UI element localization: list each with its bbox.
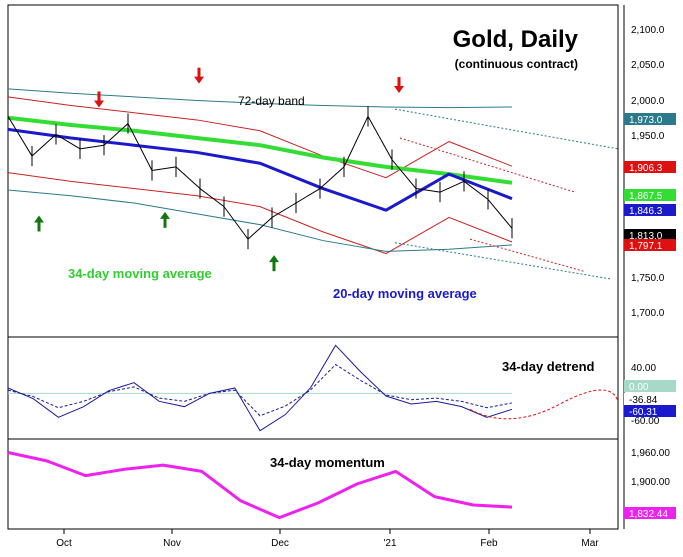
arrow-up-head <box>34 215 44 223</box>
detrend-line <box>7 344 513 432</box>
price-last-value-1-bg <box>624 161 676 173</box>
detrend-projection <box>469 389 619 420</box>
price-last-value-2-text: 1,867.5 <box>629 191 663 202</box>
x-tick-label: Nov <box>163 538 181 549</box>
series-line-0 <box>7 88 513 109</box>
momentum-last-value-bg <box>624 507 676 519</box>
projected-lower-band <box>394 242 611 280</box>
y-tick-price-1: 2,100.0 <box>631 25 665 36</box>
y-tick-price-5: 1,750.0 <box>631 273 665 284</box>
detrend-panel <box>7 344 619 432</box>
band-label: 72-day band <box>238 94 305 108</box>
y-axis-ticks: 2,100.0 2,050.0 2,000.0 1,950.0 1,750.0 … <box>631 25 670 488</box>
price-last-value-0-text: 1,973.0 <box>629 115 663 126</box>
x-tick-label: Mar <box>581 538 599 549</box>
arrow-down-head <box>94 100 104 108</box>
y-tick-detrend-2: -60.00 <box>631 416 660 427</box>
projected-upper-band <box>394 108 619 150</box>
price-last-value-2-bg <box>624 189 676 201</box>
price-last-value-1-text: 1,906.3 <box>629 163 663 174</box>
x-axis: Oct Nov Dec '21 Feb Mar <box>56 529 599 549</box>
arrow-up-head <box>160 211 170 219</box>
inner-envelope-upper <box>7 96 513 179</box>
detrend-last-value-0-text: 0.00 <box>629 382 649 393</box>
detrend-last-value-2-text: -60.31 <box>629 407 658 418</box>
price-last-value-5-text: 1,797.1 <box>629 241 663 252</box>
arrow-up-head <box>269 255 279 263</box>
arrow-down-head <box>394 86 404 94</box>
arrow-down-head <box>194 76 204 84</box>
inner-envelope-lower <box>7 172 513 255</box>
x-tick-label: Dec <box>271 538 289 549</box>
momentum-line <box>7 451 513 520</box>
detrend-last-value-1-text: -36.84 <box>629 395 658 406</box>
price-panel <box>7 67 619 280</box>
momentum-last-value-text: 1,832.44 <box>629 509 668 520</box>
price-last-value-3-text: 1,846.3 <box>629 206 663 217</box>
y-tick-price-2: 2,050.0 <box>631 60 665 71</box>
price-last-value-3-bg <box>624 204 676 216</box>
detrend-label: 34-day detrend <box>502 359 595 374</box>
series-line-4 <box>7 115 513 240</box>
y-tick-momentum-2: 1,900.00 <box>631 477 670 488</box>
y-tick-price-6: 1,700.0 <box>631 308 665 319</box>
ma20-label: 20-day moving average <box>333 286 477 301</box>
detrend-smoothed-line <box>7 363 513 417</box>
detrend-last-value-0-bg <box>624 380 676 392</box>
x-tick-label: Oct <box>56 538 72 549</box>
y-tick-price-4: 1,950.0 <box>631 131 665 142</box>
plot-frame <box>7 4 619 530</box>
series-line-2 <box>7 115 513 185</box>
last-value-badges: 1,973.0 1,906.3 1,867.5 1,846.3 1,813.01,797… <box>624 113 676 520</box>
projected-upper-envelope <box>399 137 576 193</box>
chart-subtitle: (continuous contract) <box>455 57 578 71</box>
x-tick-label: Feb <box>480 538 498 549</box>
y-tick-price-3: 2,000.0 <box>631 96 665 107</box>
chart-title: Gold, Daily <box>453 26 579 53</box>
detrend-last-value-2-bg <box>624 405 676 417</box>
y-tick-momentum-1: 1,960.00 <box>631 448 670 459</box>
detrend-last-value-1-bg <box>624 393 676 405</box>
momentum-panel <box>7 451 513 520</box>
price-last-value-0-bg <box>624 113 676 125</box>
y-tick-detrend-1: 40.00 <box>631 363 656 374</box>
price-last-value-5-bg <box>624 239 676 251</box>
x-tick-label: '21 <box>383 538 396 549</box>
ma34-label: 34-day moving average <box>68 266 212 281</box>
series-line-1 <box>7 189 513 252</box>
series-line-3 <box>7 127 513 212</box>
price-last-value-4-text: 1,813.0 <box>629 231 663 242</box>
price-last-value-4-bg <box>624 229 676 241</box>
momentum-label: 34-day momentum <box>270 455 385 470</box>
